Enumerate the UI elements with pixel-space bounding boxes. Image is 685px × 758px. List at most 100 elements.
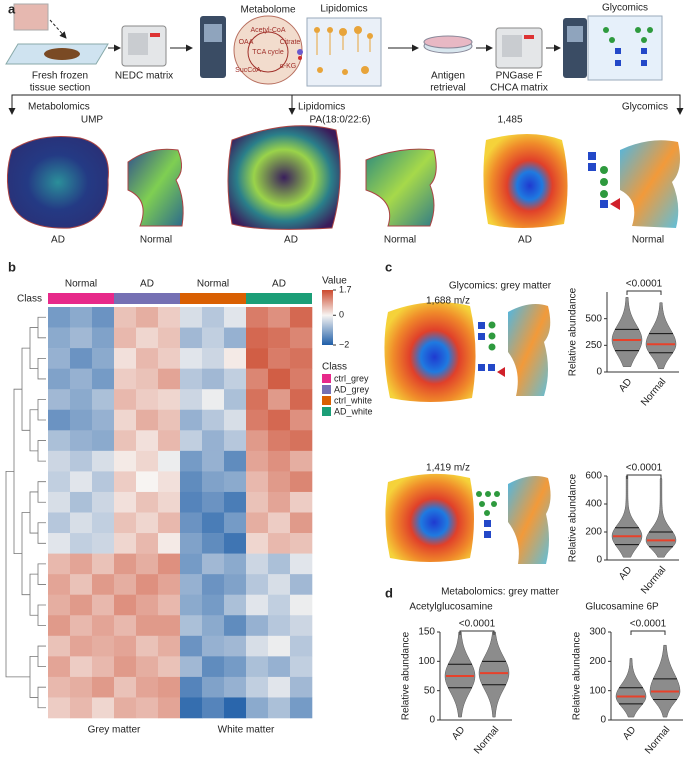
y-tick-label: 200 bbox=[589, 656, 606, 667]
image-title: PA(18:0/22:6) bbox=[310, 115, 371, 126]
heatmap-cell bbox=[246, 430, 269, 452]
legend-label: ctrl_grey bbox=[334, 373, 369, 383]
heatmap-cell bbox=[114, 450, 137, 472]
sample-label: Normal bbox=[384, 235, 416, 246]
y-axis-label: Relative abundance bbox=[568, 287, 579, 376]
heatmap-cell bbox=[158, 697, 181, 719]
heatmap-cell bbox=[180, 615, 203, 637]
heatmap-cell bbox=[224, 512, 247, 534]
mz-label: 1,688 m/z bbox=[426, 296, 470, 307]
heatmap-cell bbox=[290, 676, 313, 698]
heatmap-cell bbox=[268, 307, 291, 328]
heatmap-cell bbox=[224, 471, 247, 493]
dendrogram bbox=[29, 655, 38, 698]
heatmap-cell bbox=[92, 574, 115, 595]
heatmap-cell bbox=[290, 512, 313, 534]
heatmap-cell bbox=[268, 574, 291, 595]
heatmap-cell bbox=[136, 307, 159, 328]
x-tick-label: AD bbox=[617, 565, 634, 583]
legend-label: AD_white bbox=[334, 406, 373, 416]
heatmap-cell bbox=[180, 533, 203, 554]
heatmap-cell bbox=[92, 409, 115, 431]
heatmap-cell bbox=[180, 368, 203, 390]
heatmap-cell bbox=[246, 533, 269, 554]
heatmap-cell bbox=[268, 594, 291, 616]
heatmap-cell bbox=[114, 512, 137, 534]
heatmap-cell bbox=[290, 491, 313, 513]
heatmap-cell bbox=[70, 553, 93, 575]
heatmap-cell bbox=[158, 635, 181, 657]
heatmap-cell bbox=[202, 594, 225, 616]
y-tick-label: 0 bbox=[596, 555, 602, 566]
group-header: Normal bbox=[197, 279, 229, 290]
heatmap-cell bbox=[180, 389, 203, 411]
heatmap-cell bbox=[290, 574, 313, 595]
legend-swatch bbox=[322, 396, 331, 405]
heatmap-cell bbox=[136, 676, 159, 698]
heatmap-cell bbox=[202, 635, 225, 657]
heatmap-cell bbox=[290, 471, 313, 493]
heatmap-cell bbox=[136, 615, 159, 637]
heatmap-cell bbox=[224, 348, 247, 369]
heatmap-cell bbox=[224, 491, 247, 513]
step-title: Lipidomics bbox=[320, 4, 367, 15]
heatmap-cell bbox=[202, 471, 225, 493]
dendrogram bbox=[21, 512, 30, 596]
heatmap-cell bbox=[48, 327, 71, 349]
heatmap-cell bbox=[70, 471, 93, 493]
heatmap-cell bbox=[158, 471, 181, 493]
legend-tick-label: 0 bbox=[339, 310, 344, 320]
heatmap-cell bbox=[114, 553, 137, 575]
heatmap-cell bbox=[48, 635, 71, 657]
heatmap-cell bbox=[158, 389, 181, 411]
p-value: <0.0001 bbox=[459, 619, 496, 630]
y-axis-label: Relative abundance bbox=[401, 631, 412, 720]
workflow-icons bbox=[5, 3, 684, 115]
heatmap-cell bbox=[48, 307, 71, 328]
group-header: Normal bbox=[65, 279, 97, 290]
dendrogram bbox=[5, 471, 30, 678]
dendrogram bbox=[37, 686, 46, 709]
heatmap-cell bbox=[224, 656, 247, 678]
plot-title: Acetylglucosamine bbox=[409, 602, 493, 613]
heatmap-cell bbox=[136, 656, 159, 678]
legend-label: ctrl_white bbox=[334, 395, 372, 405]
heatmap-cell bbox=[180, 450, 203, 472]
legend-tick-label: 1.7 bbox=[339, 284, 352, 294]
heatmap-cell bbox=[48, 676, 71, 698]
y-tick-label: 500 bbox=[585, 313, 602, 324]
heatmap-cell bbox=[290, 409, 313, 431]
heatmap-cell bbox=[136, 594, 159, 616]
heatmap-cell bbox=[158, 368, 181, 390]
heatmap-cell bbox=[180, 409, 203, 431]
heatmap-cell bbox=[268, 450, 291, 472]
heatmap-cell bbox=[158, 307, 181, 328]
heatmap-cell bbox=[70, 615, 93, 637]
heatmap-cell bbox=[92, 389, 115, 411]
heatmap-cell bbox=[158, 656, 181, 678]
y-axis-label: Relative abundance bbox=[572, 631, 583, 720]
heatmap-cell bbox=[92, 697, 115, 719]
tca-label: OAA bbox=[239, 39, 254, 46]
heatmap-cell bbox=[92, 676, 115, 698]
x-tick-label: AD bbox=[617, 377, 634, 395]
heatmap-cell bbox=[114, 697, 137, 719]
dendrogram bbox=[37, 440, 46, 462]
heatmap-cell bbox=[180, 676, 203, 698]
heatmap-cell bbox=[224, 635, 247, 657]
dendrogram bbox=[21, 347, 30, 431]
heatmap-cell bbox=[202, 307, 225, 328]
heatmap-cell bbox=[290, 697, 313, 719]
heatmap-cell bbox=[246, 512, 269, 534]
heatmap-cell bbox=[70, 676, 93, 698]
heatmap-cell bbox=[136, 491, 159, 513]
heatmap-cell bbox=[136, 430, 159, 452]
plot-title: Glucosamine 6P bbox=[585, 602, 659, 613]
heatmap-cell bbox=[202, 697, 225, 719]
heatmap-cell bbox=[70, 409, 93, 431]
matter-label: Grey matter bbox=[88, 725, 141, 736]
y-tick-label: 300 bbox=[589, 627, 606, 638]
heatmap-cell bbox=[180, 594, 203, 616]
violin bbox=[649, 644, 681, 718]
heatmap-cell bbox=[290, 615, 313, 637]
